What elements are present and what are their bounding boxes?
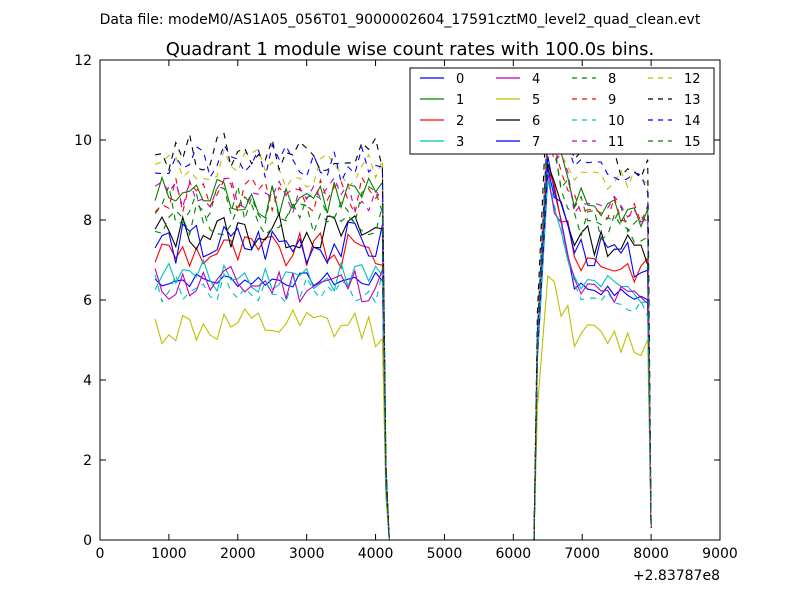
data-file-suptitle: Data file: modeM0/AS1A05_056T01_90000026… xyxy=(100,12,701,28)
legend-label-8: 8 xyxy=(608,72,616,87)
series-line-8 xyxy=(154,138,652,541)
y-tick-label: 4 xyxy=(83,373,92,389)
x-tick-label: 6000 xyxy=(496,546,532,562)
x-tick-label: 4000 xyxy=(358,546,394,562)
legend-label-9: 9 xyxy=(608,93,616,108)
y-tick-label: 6 xyxy=(83,293,92,309)
x-tick-label: 5000 xyxy=(427,546,463,562)
axes-frame xyxy=(99,59,721,541)
y-tick-label: 2 xyxy=(83,453,92,469)
series-line-7 xyxy=(154,167,652,541)
series-line-4 xyxy=(154,171,652,541)
legend-box xyxy=(409,67,715,155)
legend-label-15: 15 xyxy=(684,135,701,150)
legend-label-2: 2 xyxy=(456,114,464,129)
legend-label-11: 11 xyxy=(608,135,625,150)
y-tick-label: 8 xyxy=(83,213,92,229)
series-line-15 xyxy=(154,138,652,541)
legend-label-5: 5 xyxy=(532,93,540,108)
legend-label-1: 1 xyxy=(456,93,464,108)
legend-label-14: 14 xyxy=(684,114,701,129)
y-tick-label: 10 xyxy=(74,133,92,149)
legend-label-10: 10 xyxy=(608,114,625,129)
legend-label-4: 4 xyxy=(532,72,540,87)
x-tick-label: 7000 xyxy=(564,546,600,562)
legend-label-3: 3 xyxy=(456,135,464,150)
x-axis-offset-label: +2.83787e8 xyxy=(633,568,720,584)
y-tick-label: 0 xyxy=(83,533,92,549)
x-tick-label: 2000 xyxy=(220,546,256,562)
series-line-10 xyxy=(154,171,652,541)
series-line-14 xyxy=(155,123,652,541)
x-tick-label: 1000 xyxy=(151,546,187,562)
legend-label-7: 7 xyxy=(532,135,540,150)
legend-label-12: 12 xyxy=(684,72,701,87)
legend-label-6: 6 xyxy=(532,114,540,129)
series-line-1 xyxy=(154,127,652,541)
series-line-6 xyxy=(154,163,652,541)
x-tick-label: 9000 xyxy=(702,546,738,562)
series-line-2 xyxy=(154,167,652,541)
y-tick-label: 12 xyxy=(74,53,92,69)
series-line-11 xyxy=(154,131,652,541)
series-line-5 xyxy=(154,274,652,541)
legend-label-0: 0 xyxy=(456,72,464,87)
series-line-9 xyxy=(154,129,652,541)
x-tick-label: 3000 xyxy=(289,546,325,562)
x-tick-label: 8000 xyxy=(633,546,669,562)
legend-label-13: 13 xyxy=(684,93,701,108)
series-line-0 xyxy=(154,155,652,541)
chart-title: Quadrant 1 module wise count rates with … xyxy=(166,39,655,60)
series-line-3 xyxy=(154,179,652,541)
x-tick-label: 0 xyxy=(96,546,105,562)
series-line-12 xyxy=(154,118,652,541)
